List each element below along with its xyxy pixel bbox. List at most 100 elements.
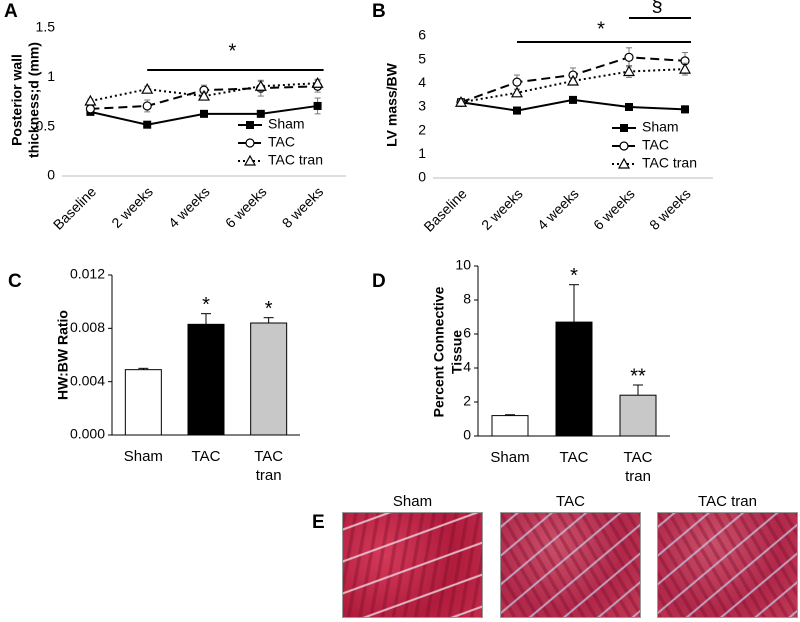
marker — [142, 101, 152, 111]
marker — [454, 96, 468, 107]
y-tick-label: 1.5 — [36, 19, 56, 35]
marker — [84, 94, 97, 106]
x-tick-label: 4 weeks — [165, 183, 213, 231]
legend-label: TAC — [642, 137, 669, 153]
legend-label: TAC — [268, 134, 295, 150]
y-tick-label: 6 — [463, 325, 471, 341]
y-tick-label: 3 — [418, 98, 426, 114]
histology-image — [342, 512, 483, 618]
marker — [313, 101, 322, 110]
image-caption: TAC tran — [698, 493, 757, 510]
annotation: § — [651, 0, 662, 16]
legend-marker — [617, 157, 631, 169]
y-tick-label: 0 — [418, 169, 426, 185]
marker — [624, 52, 634, 62]
legend-label: TAC tran — [642, 155, 697, 171]
legend-label: Sham — [268, 116, 305, 132]
annotation: * — [229, 40, 237, 62]
image-caption: Sham — [392, 493, 433, 510]
bar — [187, 323, 225, 436]
y-tick-label: 8 — [463, 291, 471, 307]
panel-label: E — [312, 512, 325, 533]
y-tick-label: 4 — [463, 359, 471, 375]
x-tick-label: TAC tran — [254, 448, 284, 484]
y-tick-label: 0.012 — [70, 266, 105, 282]
y-tick-label: 0 — [47, 167, 55, 183]
y-tick-label: 10 — [455, 257, 471, 273]
histology-image — [500, 512, 641, 618]
annotation: * — [597, 18, 605, 40]
marker — [625, 103, 633, 111]
legend-marker — [619, 141, 629, 151]
significance-mark: ** — [630, 365, 646, 387]
x-tick-label: Sham — [490, 449, 530, 466]
marker — [678, 62, 692, 74]
x-tick-label: Baseline — [420, 185, 469, 234]
y-tick-label: 1 — [47, 68, 55, 84]
marker — [681, 105, 689, 114]
x-tick-label: 6 weeks — [590, 185, 638, 233]
marker — [197, 89, 211, 101]
marker — [512, 77, 522, 87]
marker — [85, 104, 96, 114]
legend-marker — [246, 121, 254, 129]
significance-mark: * — [265, 298, 273, 320]
marker — [200, 109, 208, 118]
panel-label: B — [372, 1, 386, 22]
image-caption: TAC — [556, 493, 585, 510]
marker — [569, 95, 577, 104]
y-tick-label: 4 — [418, 74, 426, 90]
y-axis-label: Posterior wall — [9, 54, 25, 146]
legend-marker — [620, 124, 628, 132]
x-tick-label: 8 weeks — [646, 185, 694, 233]
marker — [254, 79, 267, 91]
marker — [141, 82, 154, 94]
x-tick-label: 4 weeks — [534, 185, 582, 233]
significance-mark: * — [570, 265, 578, 287]
y-tick-label: 2 — [463, 393, 471, 409]
y-tick-label: 0.5 — [36, 117, 56, 133]
y-tick-label: 5 — [418, 50, 426, 66]
marker — [311, 77, 324, 88]
x-tick-label: TAC — [191, 448, 221, 465]
marker — [256, 109, 265, 118]
panel-label: A — [4, 1, 18, 22]
bar — [250, 322, 288, 436]
marker — [566, 74, 580, 86]
y-tick-label: 6 — [418, 27, 426, 43]
histology-image — [657, 512, 798, 618]
x-tick-label: Sham — [123, 448, 163, 465]
x-tick-label: 8 weeks — [279, 183, 327, 231]
legend-label: TAC tran — [268, 152, 323, 168]
marker — [622, 65, 636, 77]
x-tick-label: 2 weeks — [108, 183, 156, 231]
legend-label: Sham — [642, 119, 679, 135]
significance-mark: * — [202, 294, 210, 316]
bar — [555, 321, 593, 437]
marker — [143, 120, 152, 129]
legend-marker — [243, 154, 257, 166]
bar — [124, 369, 162, 436]
y-axis-label: thickness;d (mm) — [26, 42, 42, 158]
y-axis-label: Percent Connective — [431, 286, 447, 417]
y-tick-label: 0 — [463, 427, 471, 443]
y-axis-label: LV mass/BW — [384, 62, 400, 147]
y-axis-label: HW:BW Ratio — [55, 310, 71, 400]
bar — [491, 415, 529, 437]
x-tick-label: TAC — [559, 449, 589, 466]
y-tick-label: 0.008 — [70, 319, 105, 335]
x-tick-label: Baseline — [50, 183, 99, 232]
y-tick-label: 0.000 — [70, 426, 105, 442]
y-tick-label: 1 — [418, 145, 426, 161]
x-tick-label: TAC tran — [623, 449, 653, 485]
x-tick-label: 2 weeks — [478, 185, 526, 233]
marker — [513, 106, 521, 115]
y-axis-label: Tissue — [449, 330, 465, 374]
x-tick-label: 6 weeks — [222, 183, 270, 231]
y-tick-label: 0.004 — [70, 372, 105, 388]
panel-label: D — [372, 271, 386, 292]
y-tick-label: 2 — [418, 121, 426, 137]
marker — [510, 86, 524, 98]
